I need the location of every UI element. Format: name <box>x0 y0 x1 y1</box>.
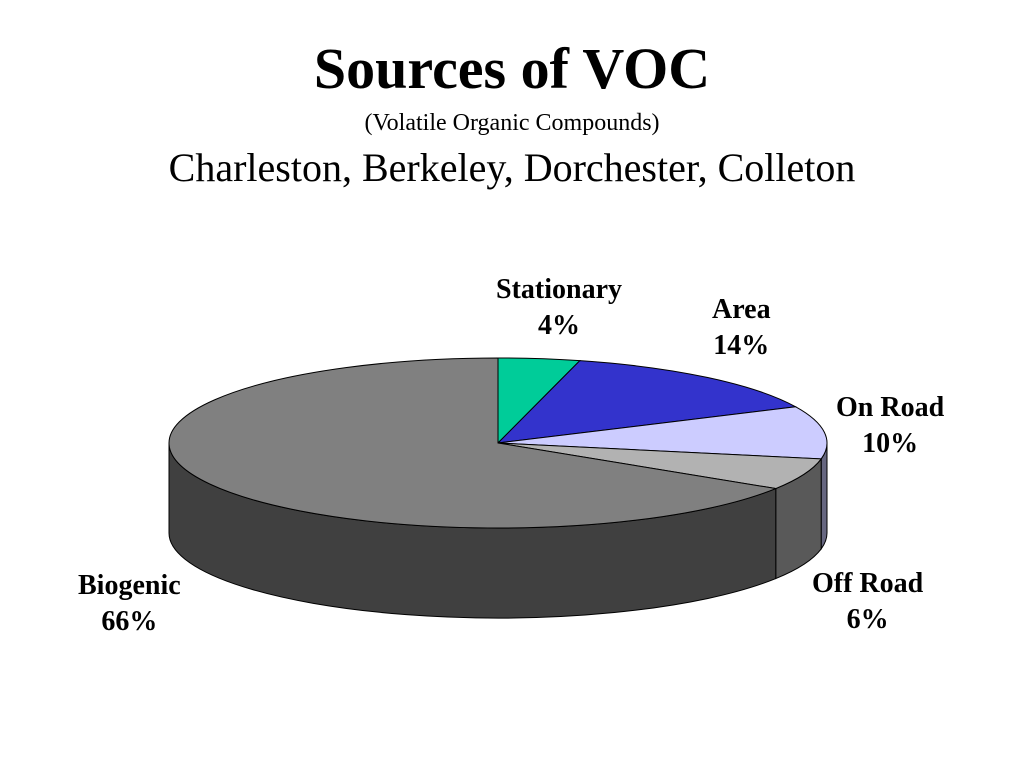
slice-label-value: 14% <box>713 330 770 361</box>
pie-slice-on-road <box>497 406 828 460</box>
slice-label-stationary: Stationary 4% <box>496 272 622 344</box>
slice-label-value: 10% <box>862 428 919 459</box>
page-subtitle-counties: Charleston, Berkeley, Dorchester, Collet… <box>168 145 856 190</box>
slice-label-value: 6% <box>846 604 889 635</box>
slice-label-name: Stationary <box>496 274 622 305</box>
pie-slice-biogenic <box>168 357 778 529</box>
slice-label-name: On Road <box>836 392 945 423</box>
slice-label-value: 66% <box>101 606 158 637</box>
pie-sides <box>168 442 828 619</box>
slice-label-biogenic: Biogenic 66% <box>78 568 181 640</box>
slice-label-off-road: Off Road 6% <box>812 566 923 638</box>
slice-label-area: Area 14% <box>712 292 771 364</box>
pie-slice-area <box>496 360 798 444</box>
slice-label-name: Off Road <box>812 568 924 599</box>
slice-label-on-road: On Road 10% <box>836 390 944 462</box>
slice-label-name: Area <box>712 294 771 325</box>
slice-label-value: 4% <box>538 310 580 341</box>
page-title: Sources of VOC <box>313 36 711 101</box>
pie-side-on-road <box>820 442 828 551</box>
page-subtitle: (Volatile Organic Compounds) <box>364 110 660 136</box>
pie-slice-off-road <box>497 442 823 490</box>
pie-top <box>168 357 828 529</box>
slice-label-name: Biogenic <box>78 570 181 601</box>
